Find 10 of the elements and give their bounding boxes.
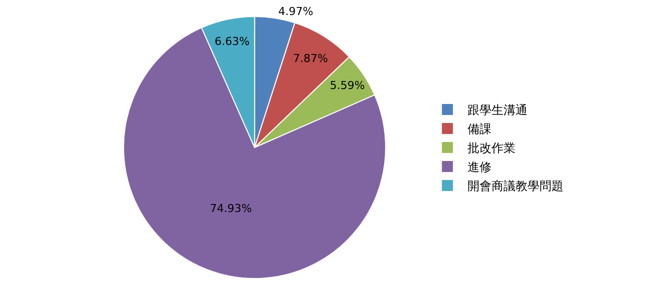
legend-label: 備課 — [467, 122, 492, 136]
data-label: 5.59% — [330, 79, 365, 92]
legend-label: 跟學生溝通 — [467, 103, 528, 118]
data-label: 7.87% — [293, 52, 328, 65]
legend-label: 進修 — [467, 160, 492, 174]
data-label: 74.93% — [210, 202, 252, 216]
legend-label: 批改作業 — [467, 141, 516, 156]
legend-label: 開會商議教學問題 — [467, 179, 564, 194]
data-label: 6.63% — [214, 34, 250, 48]
data-label: 4.97% — [278, 5, 314, 18]
